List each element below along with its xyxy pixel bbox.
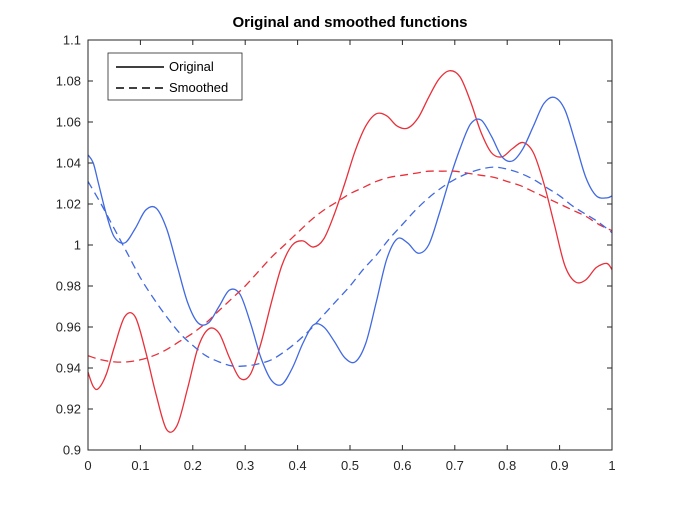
x-tick-label: 0.5 [341, 458, 359, 473]
series-lines [87, 70, 613, 433]
y-tick-label: 1.04 [56, 156, 81, 171]
x-tick-label: 0.9 [551, 458, 569, 473]
y-tick-label: 1.08 [56, 74, 81, 89]
chart-title: Original and smoothed functions [232, 14, 467, 31]
legend-label-original: Original [169, 59, 214, 74]
y-tick-label: 0.96 [56, 320, 81, 335]
x-tick-label: 0.8 [498, 458, 516, 473]
series-smoothed-blue [87, 166, 613, 367]
x-tick-label: 0.6 [393, 458, 411, 473]
x-tick-label: 0 [84, 458, 91, 473]
x-tick-label: 0.1 [131, 458, 149, 473]
x-tick-label: 1 [608, 458, 615, 473]
x-tick-label: 0.4 [289, 458, 307, 473]
y-tick-label: 1.06 [56, 115, 81, 130]
x-tick-label: 0.3 [236, 458, 254, 473]
plot-frame [87, 39, 613, 451]
legend-box [107, 52, 243, 101]
series-smoothed-red [87, 170, 613, 363]
x-tick-label: 0.7 [446, 458, 464, 473]
series-original-blue [87, 96, 613, 386]
axes: 0 0.1 0.2 0.3 0.4 0.5 0.6 0.7 0.8 0.9 1 0.9 0.92 0.94… [56, 33, 616, 474]
y-tick-label: 1.1 [63, 33, 81, 48]
plot-area [88, 40, 612, 450]
legend-label-smoothed: Smoothed [169, 80, 228, 95]
y-tick-label: 0.9 [63, 443, 81, 458]
x-tick-label: 0.2 [184, 458, 202, 473]
legend: Original Smoothed [107, 52, 243, 101]
y-tick-label: 0.92 [56, 402, 81, 417]
y-tick-label: 0.94 [56, 361, 81, 376]
y-tick-label: 1.02 [56, 197, 81, 212]
y-tick-label: 1 [74, 238, 81, 253]
y-tick-label: 0.98 [56, 279, 81, 294]
